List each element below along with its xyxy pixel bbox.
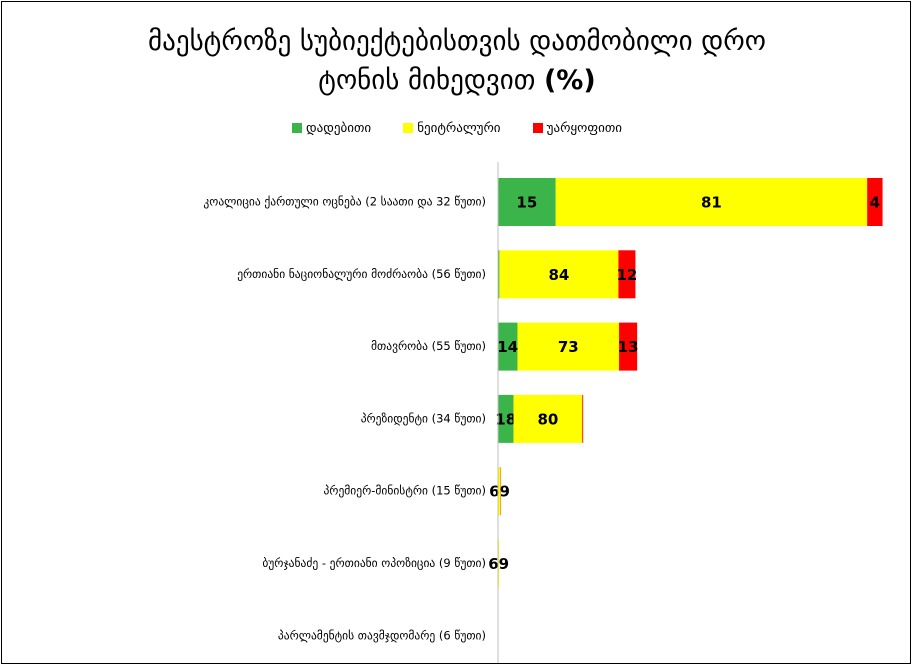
legend-item-negative: უარყოფითი [532, 121, 622, 136]
legend-swatch-neutral [403, 123, 414, 133]
bar-segment-negative [619, 322, 638, 371]
bar-segment-neutral [498, 467, 501, 516]
bar-segment-negative [618, 250, 636, 299]
bar-segment-neutral [498, 539, 500, 588]
chart-title: მაესტროზე სუბიექტებისთვის დათმობილი დრო … [2, 22, 910, 100]
chart-title-line1: მაესტროზე სუბიექტებისთვის დათმობილი დრო [148, 26, 766, 57]
bar-segment-neutral [499, 250, 619, 299]
bar-segment-positive [498, 322, 518, 371]
data-label-neutral: 69 [488, 555, 509, 573]
category-label: ერთიანი ნაციონალური მოძრაობა (56 წუთი) [237, 267, 486, 281]
category-label: პარლამენტის თავმჯდომარე (6 წუთი) [278, 628, 486, 642]
bar-segment-neutral [555, 178, 868, 226]
bar-segment-neutral [513, 394, 583, 443]
legend-label-negative: უარყოფითი [546, 121, 622, 136]
chart-title-unit: (%) [543, 65, 596, 96]
data-label-neutral: 84 [548, 266, 569, 284]
category-label: კოალიცია ქართული ოცნება (2 საათი და 32 წ… [203, 195, 486, 209]
legend-item-positive: დადებითი [292, 121, 371, 136]
legend-label-positive: დადებითი [306, 121, 372, 136]
bar-segment-neutral [517, 322, 620, 371]
category-label: მთავრობა (55 წუთი) [371, 339, 486, 353]
chart-title-line2: ტონის მიხედვით (%) [2, 61, 910, 100]
category-label: პრეზიდენტი (34 წუთი) [361, 411, 486, 425]
category-label: ბურჯანაძე - ერთიანი ოპოზიცია (9 წუთი) [262, 556, 486, 570]
bar-segment-negative [867, 178, 883, 226]
bar-segment-positive [498, 250, 500, 299]
bar-segment-positive [498, 394, 514, 443]
bar-segment-negative [582, 394, 584, 443]
chart-legend: დადებითი ნეიტრალური უარყოფითი [2, 121, 910, 136]
data-label-neutral: 81 [701, 194, 722, 212]
legend-swatch-positive [292, 123, 303, 133]
chart-title-line2-text: ტონის მიხედვით [318, 65, 536, 96]
data-label-positive: 14 [497, 338, 518, 356]
category-label: პრემიერ-მინისტრი (15 წუთი) [323, 484, 486, 498]
data-label-negative: 13 [618, 338, 639, 356]
legend-item-neutral: ნეიტრალური [403, 121, 501, 136]
legend-swatch-negative [532, 123, 543, 133]
data-label-negative: 12 [616, 266, 637, 284]
data-label-neutral: 80 [537, 410, 558, 428]
data-label-negative: 4 [870, 194, 880, 212]
bar-segment-positive [498, 178, 556, 226]
data-label-positive: 18 [495, 410, 516, 428]
legend-label-neutral: ნეიტრალური [417, 121, 501, 136]
data-label-neutral: 69 [489, 483, 510, 501]
data-label-neutral: 73 [558, 338, 579, 356]
data-label-positive: 15 [516, 194, 537, 212]
